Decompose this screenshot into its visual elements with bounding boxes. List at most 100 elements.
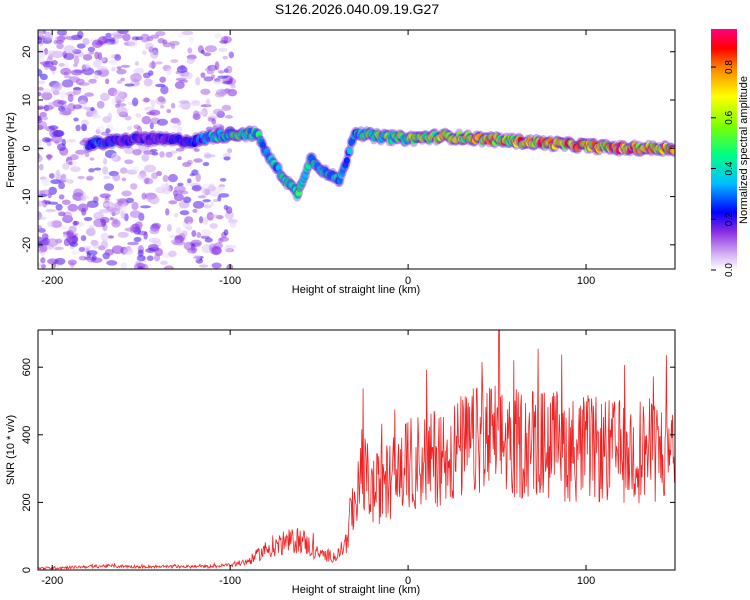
noise-speckle [38, 225, 43, 229]
noise-speckle [67, 179, 74, 184]
noise-speckle [38, 227, 46, 233]
noise-speckle [189, 173, 196, 177]
noise-speckle [83, 216, 93, 222]
ridge-point [343, 156, 350, 164]
noise-speckle [166, 266, 172, 269]
noise-speckle [47, 154, 52, 161]
noise-speckle [91, 114, 102, 119]
noise-speckle [45, 208, 57, 213]
noise-speckle [38, 106, 44, 111]
noise-speckle [133, 236, 142, 243]
y-tick-label: 0 [21, 567, 33, 573]
noise-speckle [217, 70, 225, 74]
noise-speckle [58, 211, 66, 217]
ridge-point [295, 189, 302, 197]
noise-speckle [60, 67, 72, 76]
noise-speckle [81, 123, 88, 132]
noise-speckle [177, 182, 184, 187]
noise-speckle [56, 35, 66, 42]
noise-speckle [225, 65, 233, 74]
noise-speckle [100, 232, 109, 242]
noise-speckle [86, 175, 94, 181]
noise-speckle [155, 31, 166, 37]
noise-speckle [224, 114, 233, 119]
noise-speckle [170, 43, 175, 50]
noise-speckle [209, 223, 218, 229]
noise-speckle [175, 226, 182, 236]
noise-speckle [124, 83, 135, 87]
noise-speckle [78, 82, 90, 86]
noise-speckle [150, 99, 155, 108]
noise-speckle [38, 142, 42, 147]
noise-speckle [168, 174, 178, 183]
noise-speckle [67, 103, 76, 112]
noise-speckle [102, 158, 108, 165]
noise-speckle [38, 163, 44, 171]
snr-x-ticks: -200 -100 0 100 [41, 330, 595, 587]
noise-speckle [82, 106, 92, 110]
colorbar-ticks: 0.0 0.2 0.4 0.6 0.8 [711, 60, 735, 277]
noise-speckle [38, 86, 44, 91]
noise-speckle [197, 195, 207, 199]
noise-speckle [124, 227, 136, 232]
noise-speckle [203, 76, 214, 82]
y-tick-label: 200 [21, 493, 33, 511]
noise-speckle [192, 200, 205, 209]
snr-x-axis-label: Height of straight line (km) [292, 584, 420, 596]
colorbar-tick-label: 0.4 [724, 161, 735, 175]
noise-speckle [56, 143, 67, 152]
x-tick-label: -100 [219, 275, 241, 287]
noise-speckle [100, 240, 109, 249]
noise-speckle [55, 169, 61, 177]
noise-speckle [134, 61, 139, 66]
y-tick-label: 10 [21, 94, 33, 106]
x-tick-label: -100 [219, 575, 241, 587]
noise-speckle [190, 101, 201, 107]
noise-speckle [173, 212, 179, 218]
noise-speckle [77, 30, 84, 39]
noise-speckle [97, 68, 110, 77]
x-tick-label: -200 [41, 575, 63, 587]
snr-panel: -200 -100 0 100 0 200 400 600 Height of straig… [5, 329, 676, 596]
noise-speckle [166, 223, 172, 232]
noise-speckle [170, 59, 179, 63]
noise-speckle [107, 235, 114, 239]
noise-speckle [136, 125, 143, 135]
noise-speckle [201, 228, 212, 237]
noise-speckle [39, 111, 47, 118]
noise-speckle [84, 152, 90, 158]
x-tick-label: 100 [577, 575, 595, 587]
spectrogram-x-axis-label: Height of straight line (km) [292, 284, 420, 296]
noise-speckle [52, 99, 64, 108]
noise-speckle [38, 200, 45, 207]
noise-speckle [191, 230, 197, 238]
noise-speckle [142, 97, 151, 103]
noise-speckle [177, 126, 183, 135]
noise-speckle [82, 53, 93, 61]
noise-speckle [214, 61, 220, 71]
noise-speckle [116, 198, 128, 202]
noise-speckle [93, 167, 102, 171]
noise-speckle [159, 151, 165, 158]
noise-speckle [151, 222, 162, 229]
noise-speckle [68, 225, 77, 234]
noise-speckle [46, 50, 58, 55]
noise-speckle [41, 177, 51, 187]
noise-speckle [130, 183, 138, 190]
y-tick-label: 600 [21, 358, 33, 376]
noise-speckle [133, 67, 145, 75]
colorbar [711, 29, 737, 270]
noise-speckle [148, 61, 157, 69]
snr-y-ticks: 0 200 400 600 [21, 358, 675, 573]
y-tick-label: -20 [21, 237, 33, 253]
noise-speckle [116, 66, 122, 70]
noise-speckle [41, 88, 52, 94]
noise-speckle [192, 255, 201, 261]
noise-speckle [211, 262, 222, 269]
noise-speckle [120, 262, 128, 269]
noise-speckle [219, 177, 227, 182]
noise-speckle [55, 203, 63, 211]
noise-speckle [133, 81, 140, 86]
noise-speckle [179, 210, 190, 216]
